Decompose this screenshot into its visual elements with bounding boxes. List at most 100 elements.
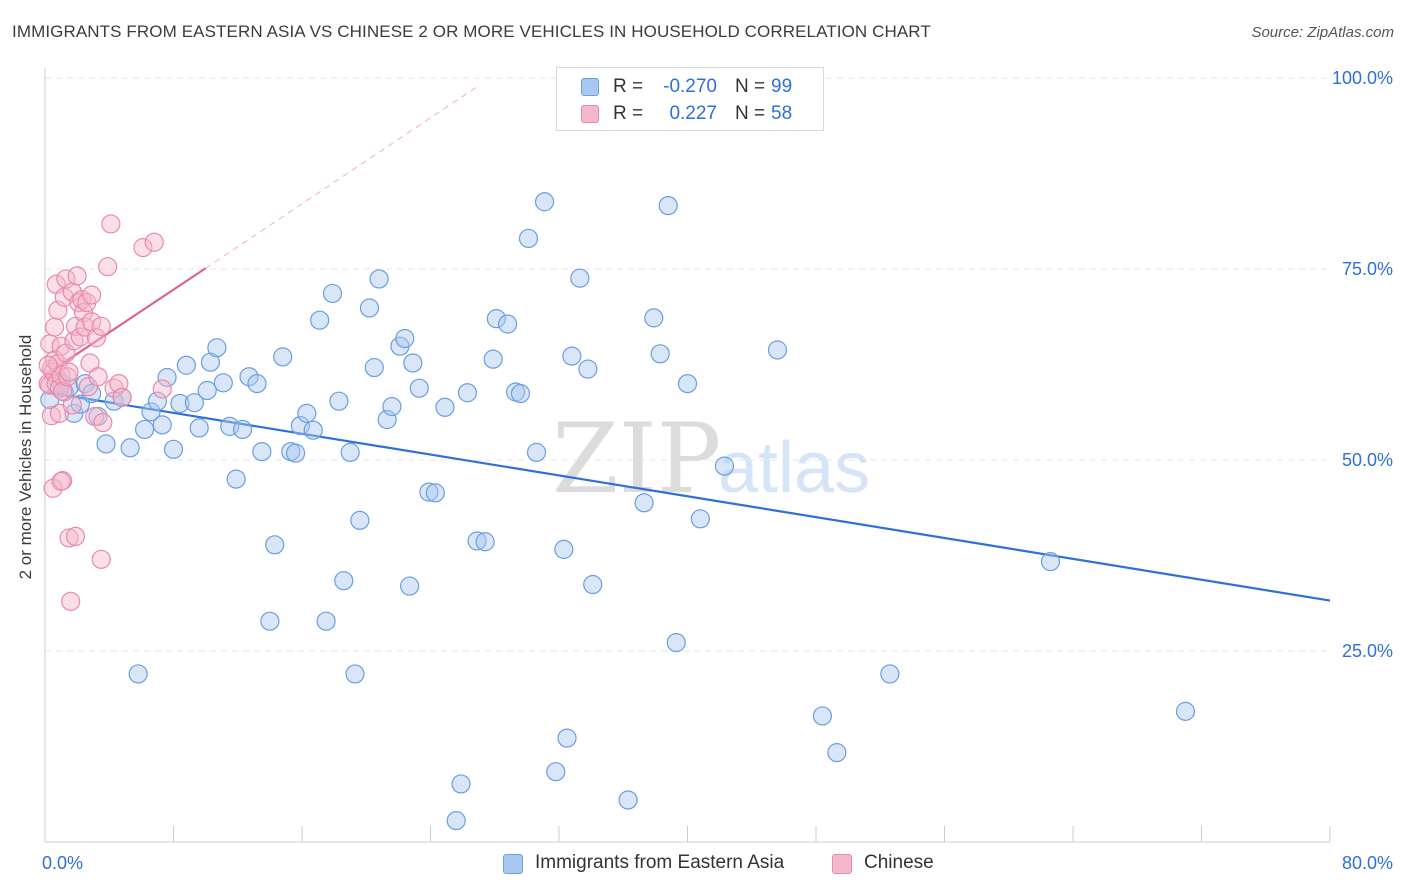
eastern-asia-point[interactable]	[134, 419, 155, 440]
chinese-point[interactable]	[38, 355, 58, 375]
eastern-asia-point[interactable]	[435, 397, 455, 417]
eastern-asia-point[interactable]	[232, 419, 253, 440]
eastern-asia-point[interactable]	[96, 434, 116, 454]
eastern-asia-point[interactable]	[812, 706, 833, 726]
eastern-asia-point[interactable]	[546, 762, 566, 782]
chinese-point[interactable]	[59, 528, 79, 548]
eastern-asia-point[interactable]	[364, 357, 384, 378]
eastern-asia-point[interactable]	[176, 355, 196, 375]
eastern-asia-point[interactable]	[147, 391, 168, 411]
eastern-asia-point[interactable]	[141, 402, 161, 422]
eastern-asia-point[interactable]	[557, 728, 577, 748]
eastern-asia-point[interactable]	[409, 378, 429, 398]
eastern-asia-point[interactable]	[213, 373, 233, 393]
eastern-asia-point[interactable]	[526, 442, 547, 462]
eastern-asia-point[interactable]	[510, 383, 531, 404]
chinese-point[interactable]	[91, 316, 111, 336]
eastern-asia-point[interactable]	[265, 535, 285, 555]
eastern-asia-point[interactable]	[316, 611, 336, 631]
eastern-asia-point[interactable]	[644, 308, 664, 328]
eastern-asia-point[interactable]	[157, 367, 177, 388]
eastern-asia-point[interactable]	[677, 374, 698, 394]
eastern-asia-point[interactable]	[666, 632, 686, 653]
chinese-point[interactable]	[78, 377, 98, 397]
eastern-asia-point[interactable]	[297, 403, 317, 423]
chinese-point[interactable]	[101, 214, 121, 234]
eastern-asia-point[interactable]	[322, 283, 343, 304]
chinese-point[interactable]	[93, 412, 113, 433]
eastern-asia-point[interactable]	[419, 482, 439, 502]
eastern-asia-point[interactable]	[260, 611, 280, 631]
eastern-asia-point[interactable]	[634, 493, 654, 513]
chinese-point[interactable]	[86, 328, 107, 348]
chinese-point[interactable]	[144, 232, 164, 252]
eastern-asia-point[interactable]	[498, 314, 518, 334]
eastern-asia-point[interactable]	[120, 438, 140, 458]
eastern-asia-point[interactable]	[350, 510, 370, 530]
eastern-asia-point[interactable]	[880, 664, 900, 684]
chinese-point[interactable]	[67, 266, 87, 286]
eastern-asia-point[interactable]	[403, 353, 423, 373]
chinese-point[interactable]	[112, 387, 132, 407]
chinese-point[interactable]	[152, 379, 172, 399]
eastern-asia-point[interactable]	[128, 664, 148, 684]
chinese-point[interactable]	[53, 381, 73, 401]
eastern-asia-point[interactable]	[451, 774, 471, 794]
eastern-asia-point[interactable]	[483, 349, 503, 369]
eastern-asia-point[interactable]	[562, 346, 582, 366]
chinese-point[interactable]	[45, 317, 65, 337]
eastern-asia-point[interactable]	[714, 456, 735, 476]
eastern-asia-point[interactable]	[467, 531, 487, 551]
eastern-asia-point[interactable]	[457, 383, 478, 403]
eastern-asia-point[interactable]	[767, 340, 788, 360]
eastern-asia-point[interactable]	[329, 391, 349, 411]
eastern-asia-point[interactable]	[247, 374, 267, 394]
eastern-asia-point[interactable]	[534, 192, 555, 212]
eastern-asia-point[interactable]	[583, 574, 603, 595]
eastern-asia-point[interactable]	[658, 195, 678, 216]
eastern-asia-point[interactable]	[554, 539, 574, 559]
chinese-point[interactable]	[133, 238, 153, 258]
eastern-asia-point[interactable]	[400, 576, 420, 596]
eastern-asia-point[interactable]	[345, 664, 365, 684]
eastern-asia-point[interactable]	[650, 344, 670, 364]
eastern-asia-point[interactable]	[369, 269, 389, 289]
eastern-asia-point[interactable]	[618, 790, 638, 810]
eastern-asia-point[interactable]	[163, 439, 184, 459]
chinese-point[interactable]	[70, 327, 90, 347]
chinese-point[interactable]	[65, 526, 86, 547]
chinese-point[interactable]	[51, 471, 71, 491]
eastern-asia-point[interactable]	[226, 469, 246, 489]
eastern-asia-point[interactable]	[189, 418, 209, 438]
eastern-asia-point[interactable]	[303, 420, 323, 440]
eastern-asia-point[interactable]	[578, 359, 598, 379]
eastern-asia-point[interactable]	[197, 380, 217, 401]
eastern-asia-point[interactable]	[425, 483, 445, 503]
eastern-asia-point[interactable]	[690, 509, 710, 529]
chinese-point[interactable]	[91, 549, 111, 569]
chinese-point[interactable]	[81, 285, 102, 305]
eastern-asia-point[interactable]	[252, 441, 272, 462]
eastern-asia-point[interactable]	[184, 393, 204, 413]
chinese-point[interactable]	[59, 362, 79, 382]
chinese-point[interactable]	[41, 406, 62, 426]
chinese-point[interactable]	[43, 478, 63, 498]
eastern-asia-point[interactable]	[239, 367, 259, 387]
eastern-asia-point[interactable]	[359, 298, 380, 318]
eastern-asia-point[interactable]	[518, 228, 539, 249]
eastern-asia-point[interactable]	[382, 396, 402, 417]
chinese-point[interactable]	[98, 257, 118, 277]
eastern-asia-point[interactable]	[152, 415, 172, 435]
chinese-point[interactable]	[62, 395, 82, 415]
eastern-asia-point[interactable]	[475, 532, 495, 552]
chinese-point[interactable]	[88, 367, 108, 387]
eastern-asia-point[interactable]	[310, 310, 330, 330]
eastern-asia-point[interactable]	[207, 338, 227, 358]
eastern-asia-point[interactable]	[290, 416, 310, 436]
chinese-point[interactable]	[61, 591, 81, 611]
eastern-asia-point[interactable]	[395, 328, 415, 349]
eastern-asia-point[interactable]	[570, 268, 590, 288]
eastern-asia-point[interactable]	[486, 309, 506, 329]
eastern-asia-point[interactable]	[273, 347, 293, 367]
eastern-asia-point[interactable]	[170, 393, 190, 414]
